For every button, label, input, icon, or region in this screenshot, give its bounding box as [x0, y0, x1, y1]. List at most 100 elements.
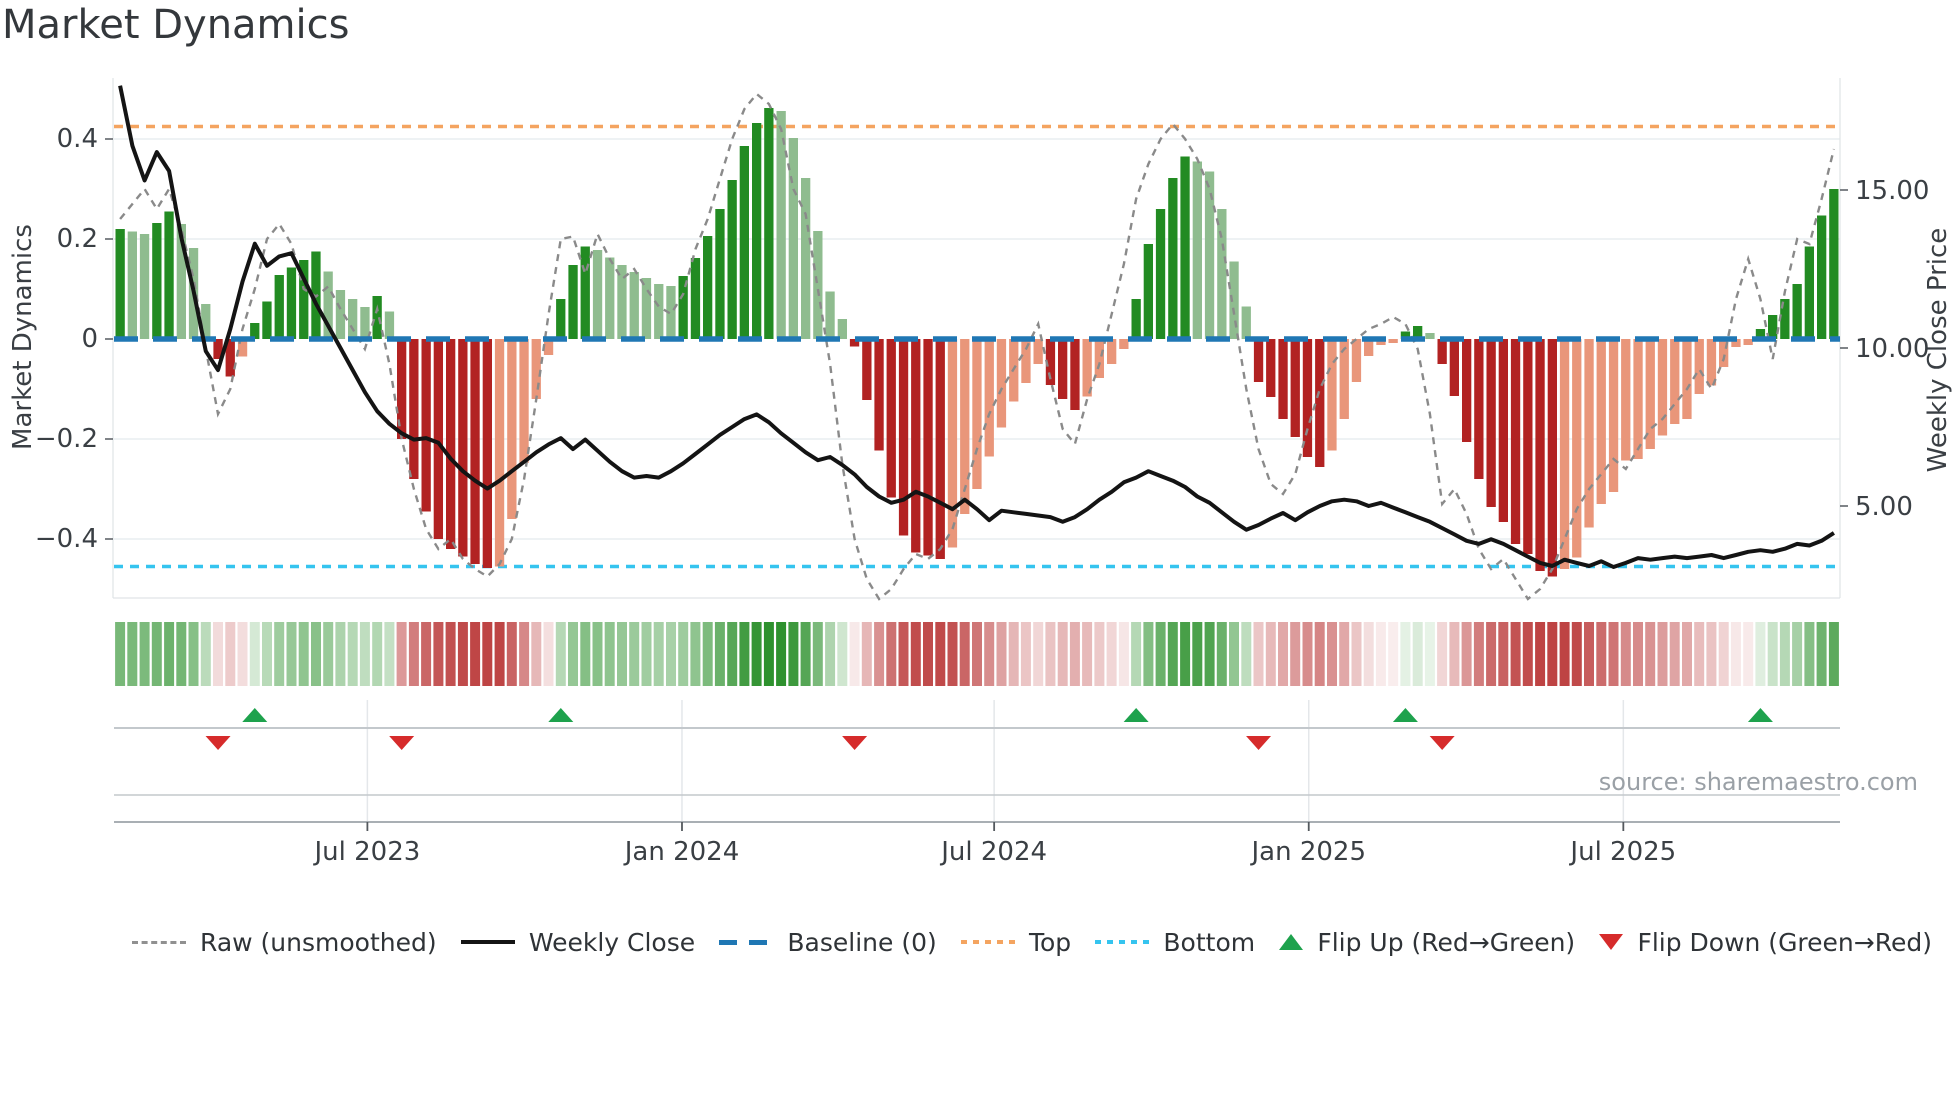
- oscillator-bar: [666, 286, 676, 339]
- oscillator-bar: [201, 304, 211, 339]
- oscillator-bar: [898, 339, 909, 536]
- oscillator-bar: [678, 276, 688, 339]
- oscillator-bar: [1743, 339, 1753, 345]
- heatmap-cell: [384, 622, 395, 686]
- heatmap-cell: [298, 622, 309, 686]
- oscillator-bar: [458, 339, 468, 557]
- oscillator-bar: [568, 265, 578, 339]
- oscillator-bar: [1327, 339, 1337, 451]
- heatmap-cell: [482, 622, 493, 686]
- heatmap-cell: [886, 622, 897, 686]
- heatmap-cell: [1645, 622, 1656, 686]
- oscillator-bar: [1547, 339, 1557, 577]
- heatmap-cell: [1706, 622, 1717, 686]
- heatmap-cell: [1596, 622, 1607, 686]
- heatmap-cell: [751, 622, 762, 686]
- heatmap-cell: [1633, 622, 1643, 686]
- oscillator-bar: [1780, 299, 1790, 339]
- oscillator-bar: [960, 339, 970, 514]
- heatmap-cell: [800, 622, 811, 686]
- oscillator-bar: [972, 339, 982, 489]
- heatmap-cell: [825, 622, 836, 686]
- heatmap-cell: [1828, 622, 1839, 686]
- left-tick-label: −0.4: [35, 524, 98, 554]
- heatmap-cell: [396, 622, 407, 686]
- flip-down-marker: [842, 736, 868, 750]
- oscillator-bar: [1413, 326, 1423, 339]
- heatmap-cell: [1694, 622, 1705, 686]
- oscillator-bar: [1425, 333, 1435, 339]
- oscillator-bar: [1339, 339, 1349, 419]
- heatmap-cell: [898, 622, 909, 686]
- heatmap-cell: [1229, 622, 1239, 686]
- oscillator-bar: [1388, 339, 1398, 343]
- oscillator-bar: [788, 138, 798, 339]
- oscillator-bar: [1302, 339, 1313, 457]
- legend-label: Flip Up (Red→Green): [1317, 927, 1576, 957]
- oscillator-bar: [776, 111, 786, 339]
- oscillator-bar: [1621, 339, 1631, 461]
- heatmap-cell: [849, 622, 860, 686]
- heatmap-cell: [127, 622, 138, 686]
- oscillator-bar: [1437, 339, 1447, 364]
- heatmap-cell: [923, 622, 933, 686]
- left-tick-label: 0.4: [57, 124, 98, 154]
- chart-legend: Raw (unsmoothed) Weekly Close Baseline (0)…: [132, 922, 1932, 962]
- heatmap-cell: [543, 622, 554, 686]
- oscillator-bar: [690, 258, 701, 339]
- heatmap-cell: [164, 622, 175, 686]
- oscillator-bar: [1290, 339, 1300, 437]
- oscillator-bar: [984, 339, 994, 457]
- x-tick-label: Jul 2024: [939, 837, 1047, 867]
- oscillator-bar: [911, 339, 921, 553]
- oscillator-bar: [1168, 178, 1178, 339]
- oscillator-bar: [531, 339, 541, 399]
- page-title: Market Dynamics: [2, 2, 350, 48]
- oscillator-bar: [641, 278, 652, 339]
- oscillator-bar: [1817, 215, 1827, 339]
- oscillator-bar: [862, 339, 872, 400]
- heatmap-cell: [629, 622, 640, 686]
- weekly-close-line: [118, 85, 1835, 569]
- oscillator-bar: [1131, 299, 1141, 339]
- heatmap-cell: [1388, 622, 1399, 686]
- heatmap-cell: [1743, 622, 1754, 686]
- heatmap-cell: [445, 622, 456, 686]
- oscillator-bar: [1755, 329, 1766, 339]
- heatmap-cell: [1020, 622, 1031, 686]
- heatmap-cell: [372, 622, 383, 686]
- heatmap-cell: [1547, 622, 1558, 686]
- heatmap-cell: [1033, 622, 1044, 686]
- oscillator-bar: [543, 339, 554, 355]
- oscillator-bar: [923, 339, 933, 556]
- heatmap-cell: [617, 622, 627, 686]
- heatmap-cell: [531, 622, 542, 686]
- heatmap-cell: [1131, 622, 1142, 686]
- oscillator-bar: [556, 299, 566, 339]
- oscillator-bar: [1241, 306, 1251, 339]
- heatmap-cell: [935, 622, 946, 686]
- oscillator-bar: [115, 229, 125, 339]
- oscillator-bar: [1559, 339, 1570, 569]
- heatmap-cell: [1437, 622, 1448, 686]
- heatmap-cell: [874, 622, 885, 686]
- oscillator-bar: [1670, 339, 1680, 424]
- heatmap-cell: [1779, 622, 1790, 686]
- oscillator-bar: [1829, 189, 1839, 339]
- heatmap-cell: [1192, 622, 1203, 686]
- oscillator-bar: [286, 267, 297, 339]
- oscillator-bar: [617, 265, 627, 339]
- heatmap-cell: [1498, 622, 1509, 686]
- oscillator-bar: [849, 339, 860, 347]
- oscillator-bar: [1400, 331, 1411, 339]
- heatmap-cell: [1755, 622, 1766, 686]
- heatmap-strip: [115, 622, 1839, 686]
- heatmap-cell: [702, 622, 713, 686]
- oscillator-bar: [1510, 339, 1521, 544]
- heatmap-cell: [433, 622, 444, 686]
- heatmap-cell: [200, 622, 211, 686]
- oscillator-bar: [605, 257, 615, 339]
- heatmap-cell: [408, 622, 419, 686]
- heatmap-cell: [1559, 622, 1570, 686]
- oscillator-bar: [152, 223, 162, 339]
